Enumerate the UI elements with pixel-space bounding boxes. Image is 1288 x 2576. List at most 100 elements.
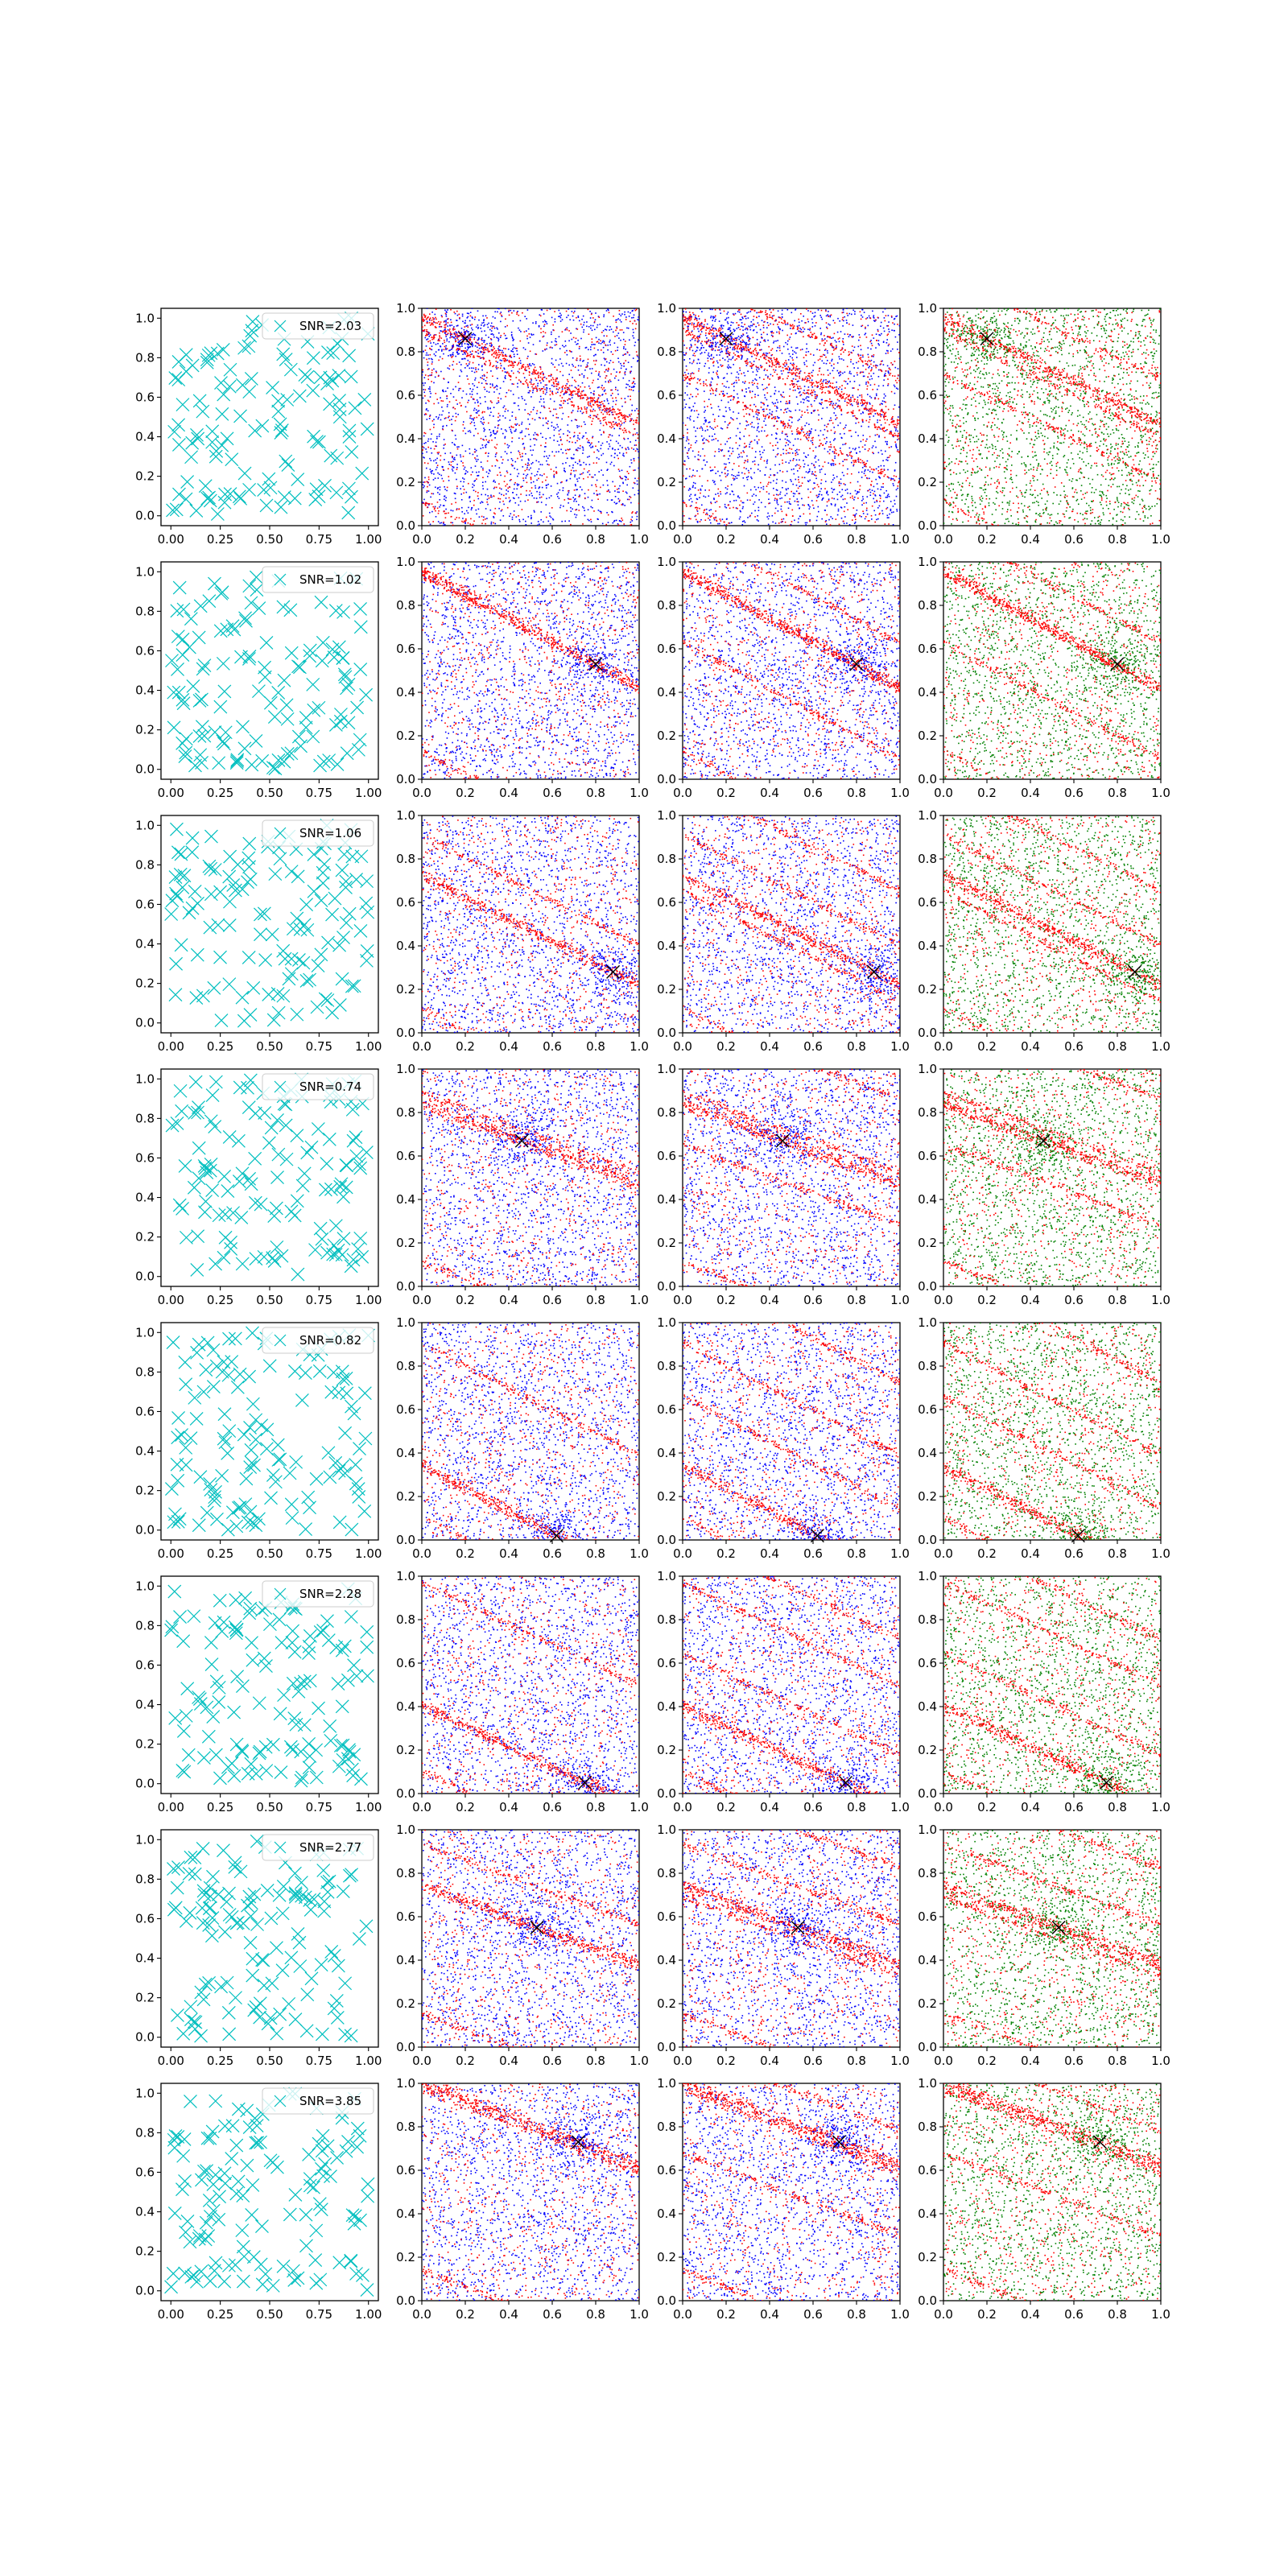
point xyxy=(607,400,609,402)
point xyxy=(549,382,551,383)
point xyxy=(698,359,700,361)
point xyxy=(441,475,443,477)
point xyxy=(758,394,759,396)
point xyxy=(574,514,576,515)
scatter-panel-xtick-label: 1.0 xyxy=(630,532,649,547)
point xyxy=(777,340,778,341)
point xyxy=(461,328,463,329)
point xyxy=(617,455,618,456)
point xyxy=(427,365,429,366)
point xyxy=(514,310,515,312)
cross-marker xyxy=(358,393,371,406)
point xyxy=(443,481,444,482)
point xyxy=(518,438,520,440)
point xyxy=(436,469,437,471)
point xyxy=(520,320,522,322)
point xyxy=(559,497,560,499)
point xyxy=(571,391,572,393)
point xyxy=(520,432,522,434)
point xyxy=(638,411,639,412)
point xyxy=(714,434,716,436)
point xyxy=(699,497,700,498)
point xyxy=(806,423,807,424)
point xyxy=(593,493,595,494)
point xyxy=(433,338,435,340)
point xyxy=(585,464,587,465)
point xyxy=(450,319,452,320)
point xyxy=(748,387,749,389)
point xyxy=(514,431,515,432)
point xyxy=(590,346,592,348)
point xyxy=(891,329,893,331)
point xyxy=(435,460,436,461)
point xyxy=(854,449,856,451)
point xyxy=(605,416,606,418)
point xyxy=(463,431,464,432)
point xyxy=(793,378,795,380)
point xyxy=(550,308,551,310)
point xyxy=(471,422,473,423)
point xyxy=(513,394,514,395)
point xyxy=(489,391,490,393)
cross-marker xyxy=(234,410,247,423)
point xyxy=(534,510,535,512)
point xyxy=(543,390,544,392)
point xyxy=(883,465,885,467)
cross-panel-ytick-label: 0.4 xyxy=(135,430,155,444)
point xyxy=(866,439,868,440)
point xyxy=(856,493,857,495)
point xyxy=(870,340,872,341)
point xyxy=(692,475,694,477)
point xyxy=(798,522,799,523)
point xyxy=(751,426,753,427)
point xyxy=(728,312,729,313)
point xyxy=(776,479,778,481)
point xyxy=(513,320,514,322)
point xyxy=(812,322,814,324)
point xyxy=(804,399,806,401)
point xyxy=(456,332,457,334)
point xyxy=(480,502,481,504)
point xyxy=(553,440,555,441)
point xyxy=(763,489,765,490)
point xyxy=(522,312,523,314)
point xyxy=(807,328,809,330)
point xyxy=(481,357,483,359)
point xyxy=(603,419,605,421)
point xyxy=(619,372,621,374)
point xyxy=(515,429,517,431)
point xyxy=(502,360,503,361)
point xyxy=(427,354,429,356)
point xyxy=(634,478,636,480)
point xyxy=(514,510,515,512)
point xyxy=(710,358,712,360)
point xyxy=(495,523,497,525)
point xyxy=(724,386,725,387)
point xyxy=(473,489,475,491)
point xyxy=(464,478,465,480)
point xyxy=(445,390,447,392)
point xyxy=(863,513,865,514)
point xyxy=(452,457,453,459)
point xyxy=(590,415,592,416)
point xyxy=(469,361,471,363)
point xyxy=(609,414,610,415)
point xyxy=(840,448,841,449)
point xyxy=(478,337,480,339)
point xyxy=(742,521,744,522)
point xyxy=(633,470,634,472)
point xyxy=(718,451,720,452)
point xyxy=(457,353,459,355)
point xyxy=(704,423,705,425)
point xyxy=(631,410,633,411)
point xyxy=(788,359,790,361)
point xyxy=(829,324,831,326)
point xyxy=(452,416,454,418)
point xyxy=(527,463,529,464)
point xyxy=(600,487,601,489)
point xyxy=(781,509,782,510)
point xyxy=(596,462,597,464)
point xyxy=(801,329,803,331)
point xyxy=(472,528,473,530)
point xyxy=(576,419,577,421)
